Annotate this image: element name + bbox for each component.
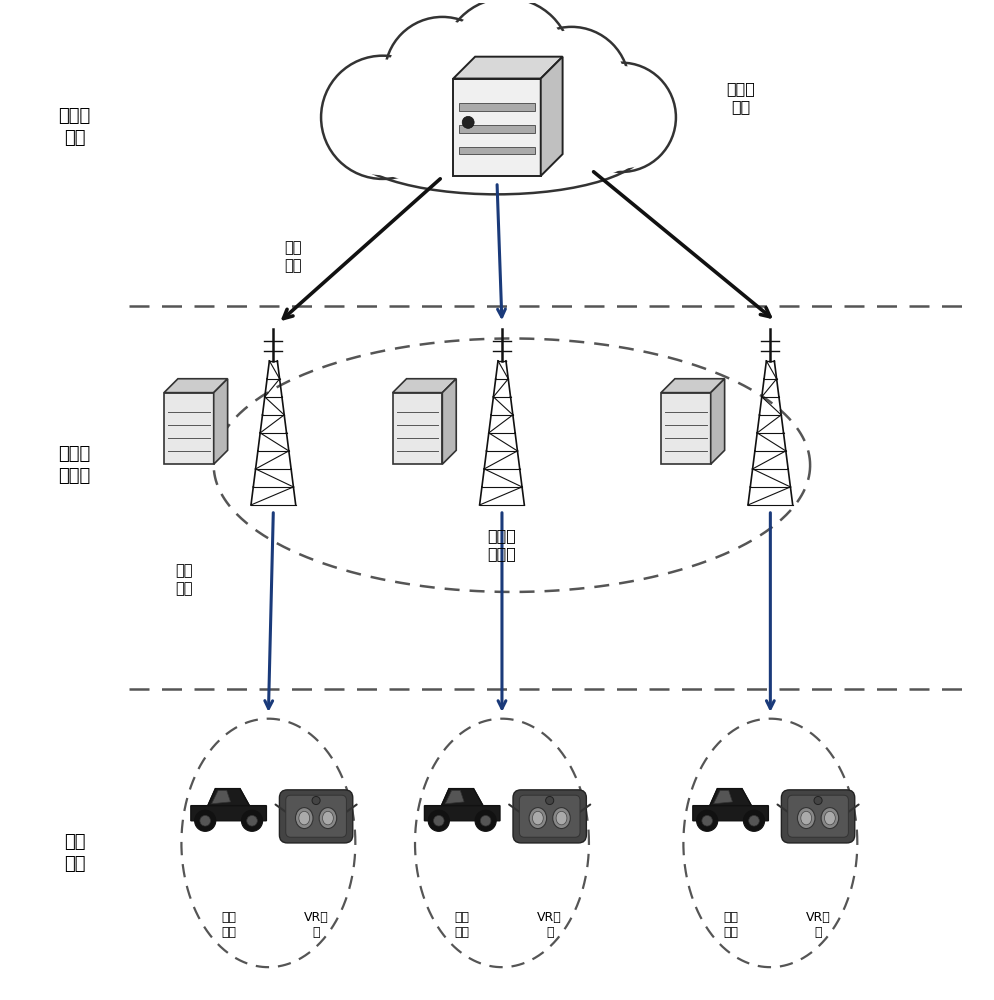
Circle shape: [480, 815, 491, 826]
FancyBboxPatch shape: [164, 393, 214, 464]
Circle shape: [814, 796, 822, 805]
Text: 无线
链路: 无线 链路: [284, 240, 302, 273]
Text: 无线
链路: 无线 链路: [175, 563, 193, 596]
FancyBboxPatch shape: [788, 795, 849, 837]
Text: VR设
备: VR设 备: [806, 911, 830, 939]
Circle shape: [325, 59, 440, 175]
Ellipse shape: [797, 808, 815, 829]
Text: 智能
汽车: 智能 汽车: [221, 911, 237, 939]
Text: 边缘计
算设备: 边缘计 算设备: [487, 528, 517, 562]
Polygon shape: [393, 379, 456, 393]
FancyBboxPatch shape: [513, 790, 586, 843]
Polygon shape: [424, 789, 500, 821]
Ellipse shape: [824, 811, 835, 825]
Ellipse shape: [299, 811, 310, 825]
Circle shape: [546, 796, 554, 805]
Text: 智能
汽车: 智能 汽车: [723, 911, 739, 939]
Polygon shape: [541, 57, 563, 176]
FancyBboxPatch shape: [459, 103, 535, 111]
Circle shape: [321, 56, 444, 179]
Text: 中心控
制器: 中心控 制器: [726, 81, 755, 114]
Circle shape: [385, 17, 500, 132]
Circle shape: [697, 810, 718, 831]
Ellipse shape: [553, 808, 571, 829]
FancyBboxPatch shape: [459, 125, 535, 133]
Ellipse shape: [348, 100, 646, 194]
Polygon shape: [208, 789, 249, 806]
FancyBboxPatch shape: [279, 790, 353, 843]
Polygon shape: [441, 789, 483, 806]
Circle shape: [462, 116, 474, 128]
Circle shape: [702, 815, 713, 826]
Ellipse shape: [529, 808, 547, 829]
Polygon shape: [214, 379, 228, 464]
Circle shape: [200, 815, 211, 826]
Ellipse shape: [351, 105, 644, 189]
Circle shape: [567, 63, 676, 172]
Text: 边缘计
算网络: 边缘计 算网络: [59, 445, 90, 485]
Polygon shape: [442, 379, 456, 464]
Polygon shape: [453, 57, 563, 79]
Polygon shape: [693, 789, 768, 821]
Circle shape: [446, 2, 568, 123]
Polygon shape: [191, 789, 266, 821]
Ellipse shape: [322, 811, 333, 825]
Ellipse shape: [319, 808, 337, 829]
Ellipse shape: [801, 811, 812, 825]
Circle shape: [442, 0, 572, 127]
Polygon shape: [714, 791, 733, 804]
FancyBboxPatch shape: [453, 79, 541, 176]
FancyBboxPatch shape: [286, 795, 347, 837]
Circle shape: [475, 810, 496, 831]
Polygon shape: [445, 791, 464, 804]
FancyBboxPatch shape: [781, 790, 855, 843]
FancyBboxPatch shape: [393, 393, 442, 464]
Polygon shape: [164, 379, 228, 393]
Circle shape: [195, 810, 216, 831]
Text: 智能
汽车: 智能 汽车: [454, 911, 470, 939]
Circle shape: [312, 796, 320, 805]
Ellipse shape: [821, 808, 839, 829]
Ellipse shape: [533, 811, 544, 825]
Circle shape: [428, 810, 449, 831]
Ellipse shape: [295, 808, 313, 829]
Circle shape: [744, 810, 764, 831]
Circle shape: [517, 30, 626, 139]
Polygon shape: [212, 791, 231, 804]
Circle shape: [570, 66, 673, 169]
Circle shape: [388, 20, 497, 129]
Polygon shape: [710, 789, 751, 806]
Circle shape: [242, 810, 262, 831]
Circle shape: [247, 815, 257, 826]
Text: VR设
备: VR设 备: [538, 911, 562, 939]
Circle shape: [748, 815, 759, 826]
Ellipse shape: [556, 811, 567, 825]
Text: VR设
备: VR设 备: [304, 911, 328, 939]
FancyBboxPatch shape: [661, 393, 711, 464]
Polygon shape: [661, 379, 725, 393]
Circle shape: [433, 815, 444, 826]
FancyBboxPatch shape: [459, 147, 535, 154]
FancyBboxPatch shape: [520, 795, 580, 837]
Polygon shape: [711, 379, 725, 464]
Text: 终端
设备: 终端 设备: [64, 833, 85, 873]
Circle shape: [514, 27, 629, 142]
Text: 云计算
平台: 云计算 平台: [59, 107, 90, 147]
